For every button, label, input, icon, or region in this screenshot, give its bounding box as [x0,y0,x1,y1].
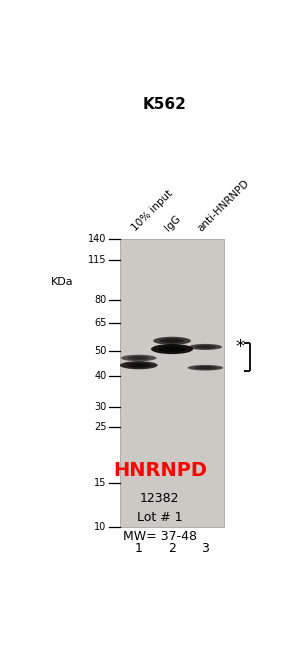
Text: *: * [235,338,244,356]
Text: 10: 10 [94,522,107,532]
Text: IgG: IgG [163,214,182,234]
Text: 30: 30 [94,402,107,412]
Text: 80: 80 [94,295,107,305]
Ellipse shape [189,344,222,350]
Ellipse shape [166,340,179,342]
Text: 1: 1 [135,542,143,555]
Text: HNRNPD: HNRNPD [113,461,207,480]
Text: 50: 50 [94,346,107,356]
Ellipse shape [199,367,212,368]
Ellipse shape [132,364,145,367]
Text: anti-HNRNPD: anti-HNRNPD [196,178,252,234]
Ellipse shape [120,361,158,369]
FancyBboxPatch shape [120,239,224,527]
Text: 3: 3 [201,542,209,555]
Text: 15: 15 [94,478,107,488]
Text: 115: 115 [88,255,107,265]
Text: 65: 65 [94,318,107,328]
Ellipse shape [153,337,191,345]
Ellipse shape [158,345,186,352]
Text: 10% input: 10% input [130,189,174,234]
Ellipse shape [165,347,179,351]
Ellipse shape [160,338,184,343]
Ellipse shape [188,365,223,370]
Ellipse shape [132,357,145,359]
Text: 140: 140 [88,234,107,243]
Text: 12382: 12382 [140,492,180,505]
Ellipse shape [127,356,150,360]
Text: Lot # 1: Lot # 1 [137,511,183,524]
Text: 2: 2 [168,542,176,555]
Text: MW= 37-48: MW= 37-48 [123,530,197,544]
Ellipse shape [200,346,211,348]
Text: 25: 25 [94,422,107,432]
Text: KDa: KDa [51,276,74,287]
Ellipse shape [194,366,217,370]
Text: 40: 40 [94,370,107,380]
Text: K562: K562 [142,97,186,112]
Ellipse shape [126,363,151,368]
Ellipse shape [194,345,216,349]
Ellipse shape [121,355,156,361]
Ellipse shape [151,344,193,354]
